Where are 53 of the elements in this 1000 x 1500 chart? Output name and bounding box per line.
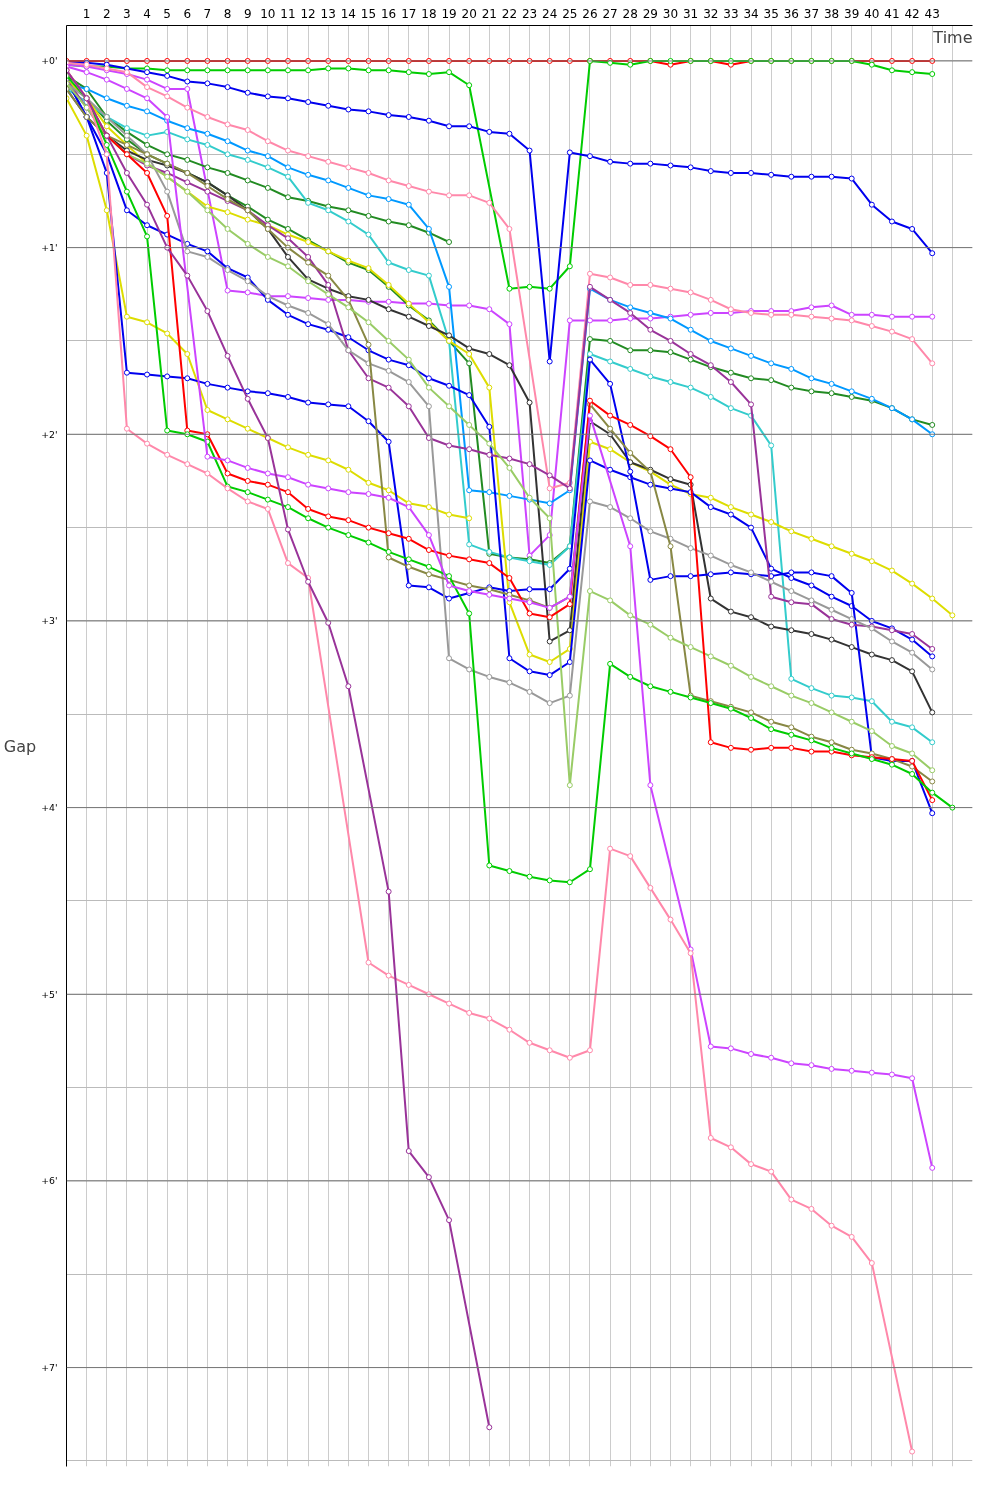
x-tick-label: 23 — [521, 6, 538, 21]
x-tick-label: 8 — [223, 6, 232, 21]
x-tick-label: 9 — [243, 6, 252, 21]
x-tick-label: 28 — [622, 6, 638, 21]
x-tick-label: 33 — [723, 6, 739, 21]
x-tick-label: 21 — [481, 6, 497, 21]
x-tick-label: 7 — [203, 6, 212, 21]
x-tick-label: 16 — [381, 6, 397, 21]
x-tick-label: 41 — [884, 6, 900, 21]
x-tick-label: 42 — [904, 6, 920, 21]
x-tick-label: 30 — [662, 6, 679, 21]
x-tick-label: 24 — [542, 6, 558, 21]
y-tick-label: +5' — [41, 988, 58, 1000]
x-tick-label: 4 — [143, 6, 151, 21]
x-tick-label: 3 — [123, 6, 131, 21]
x-tick-label: 5 — [163, 6, 171, 21]
x-tick-label: 25 — [562, 6, 578, 21]
x-tick-label: 20 — [461, 6, 477, 21]
y-axis-title: Gap — [3, 736, 37, 756]
x-tick-label: 26 — [582, 6, 598, 21]
x-tick-label: 22 — [501, 6, 518, 21]
x-tick-label: 40 — [864, 6, 880, 21]
x-tick-label: 35 — [763, 6, 779, 21]
x-tick-label: 6 — [183, 6, 192, 21]
x-tick-label: 38 — [823, 6, 840, 21]
x-tick-label: 17 — [401, 6, 417, 21]
x-tick-label: 34 — [743, 6, 759, 21]
x-tick-label: 13 — [320, 6, 336, 21]
x-tick-label: 15 — [360, 6, 377, 21]
x-tick-label: 36 — [783, 6, 799, 21]
x-axis-title: Time — [932, 27, 973, 47]
x-tick-label: 18 — [421, 6, 437, 21]
x-tick-label: 11 — [280, 6, 296, 21]
x-tick-label: 31 — [683, 6, 699, 21]
x-tick-label: 32 — [703, 6, 719, 21]
x-tick-label: 10 — [260, 6, 276, 21]
x-tick-label: 27 — [602, 6, 618, 21]
x-tick-label: 43 — [924, 6, 940, 21]
x-tick-label: 2 — [102, 6, 111, 21]
x-tick-label: 1 — [82, 6, 91, 21]
y-tick-label: +1' — [41, 242, 58, 254]
y-tick-label: +3' — [41, 615, 58, 627]
y-tick-label: +7' — [41, 1362, 58, 1374]
y-tick-label: +4' — [41, 802, 58, 814]
x-tick-label: 37 — [803, 6, 820, 21]
y-tick-label: +0' — [41, 55, 58, 67]
y-tick-label: +2' — [41, 428, 58, 440]
x-tick-label: 29 — [642, 6, 659, 21]
x-tick-label: 19 — [441, 6, 457, 21]
x-tick-label: 12 — [300, 6, 316, 21]
y-tick-label: +6' — [41, 1175, 58, 1187]
x-tick-label: 14 — [340, 6, 357, 21]
x-tick-label: 39 — [844, 6, 860, 21]
